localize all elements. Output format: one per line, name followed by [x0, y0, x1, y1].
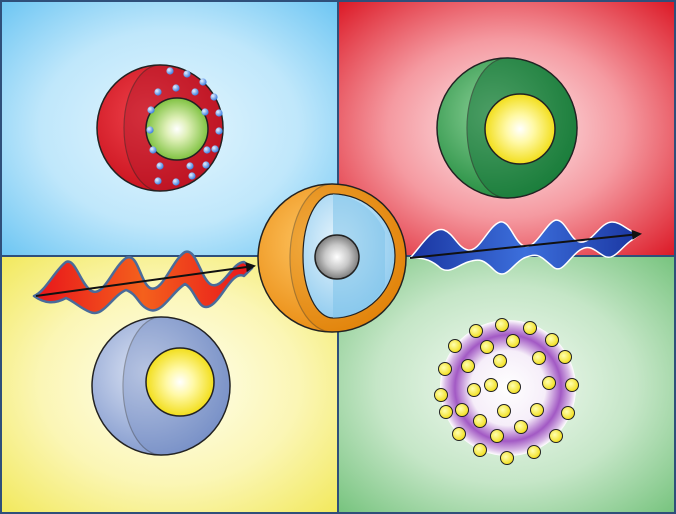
red-shell-particle [96, 64, 224, 192]
red-wave-arrow [32, 250, 256, 315]
purple-halo-particle [434, 318, 579, 465]
blue-wave-arrow [409, 219, 642, 275]
yellow-dots [434, 318, 579, 465]
blue-grey-shell-particle [91, 316, 231, 456]
blue-dots [146, 67, 223, 186]
green-shell-particle [436, 57, 578, 199]
center-particle [257, 183, 407, 333]
